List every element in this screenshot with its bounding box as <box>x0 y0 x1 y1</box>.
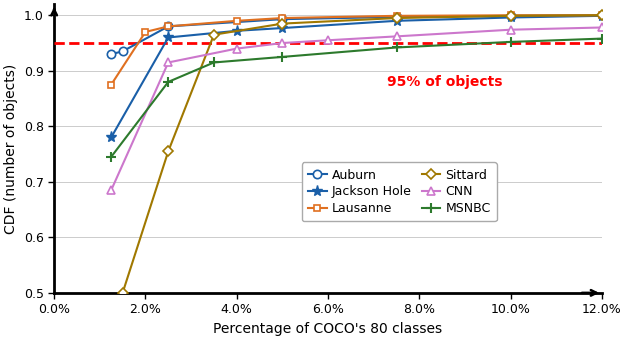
CNN <box>279 41 286 45</box>
Lausanne <box>279 16 286 20</box>
Legend: Auburn, Jackson Hole, Lausanne, Sittard, CNN, MSNBC: Auburn, Jackson Hole, Lausanne, Sittard,… <box>302 162 497 221</box>
CNN <box>324 38 332 42</box>
Auburn <box>507 14 515 18</box>
Sittard <box>279 21 286 26</box>
Jackson Hole <box>598 14 606 18</box>
Jackson Hole <box>233 29 240 33</box>
CNN <box>108 188 115 192</box>
MSNBC <box>393 46 400 50</box>
X-axis label: Percentage of COCO's 80 classes: Percentage of COCO's 80 classes <box>213 322 443 336</box>
MSNBC <box>598 36 606 40</box>
CNN <box>233 47 240 51</box>
Lausanne <box>507 13 515 17</box>
Jackson Hole <box>108 135 115 139</box>
Lausanne <box>233 19 240 23</box>
Auburn <box>279 17 286 21</box>
Auburn <box>165 24 172 29</box>
Auburn <box>598 13 606 17</box>
Jackson Hole <box>507 15 515 19</box>
MSNBC <box>108 155 115 159</box>
Jackson Hole <box>393 19 400 23</box>
Lausanne <box>141 30 149 34</box>
Jackson Hole <box>279 26 286 30</box>
Line: Auburn: Auburn <box>107 11 606 58</box>
MSNBC <box>165 80 172 84</box>
Sittard <box>165 149 172 153</box>
CNN <box>165 61 172 65</box>
Auburn <box>119 49 126 53</box>
Sittard <box>393 16 400 20</box>
Line: Jackson Hole: Jackson Hole <box>106 10 607 143</box>
Line: MSNBC: MSNBC <box>106 34 607 162</box>
Line: CNN: CNN <box>107 23 606 194</box>
Sittard <box>119 291 126 295</box>
Auburn <box>393 15 400 19</box>
Y-axis label: CDF (number of objects): CDF (number of objects) <box>4 63 18 234</box>
CNN <box>598 26 606 30</box>
MSNBC <box>210 61 218 65</box>
Line: Lausanne: Lausanne <box>108 12 605 88</box>
Lausanne <box>108 83 115 87</box>
Sittard <box>598 13 606 17</box>
Sittard <box>210 33 218 37</box>
Lausanne <box>165 24 172 29</box>
Lausanne <box>598 13 606 17</box>
CNN <box>507 28 515 32</box>
Lausanne <box>393 14 400 18</box>
Line: Sittard: Sittard <box>119 12 605 296</box>
Auburn <box>108 52 115 56</box>
Sittard <box>507 14 515 18</box>
MSNBC <box>279 55 286 59</box>
MSNBC <box>507 40 515 44</box>
Jackson Hole <box>165 35 172 39</box>
CNN <box>393 34 400 38</box>
Text: 95% of objects: 95% of objects <box>387 75 503 89</box>
